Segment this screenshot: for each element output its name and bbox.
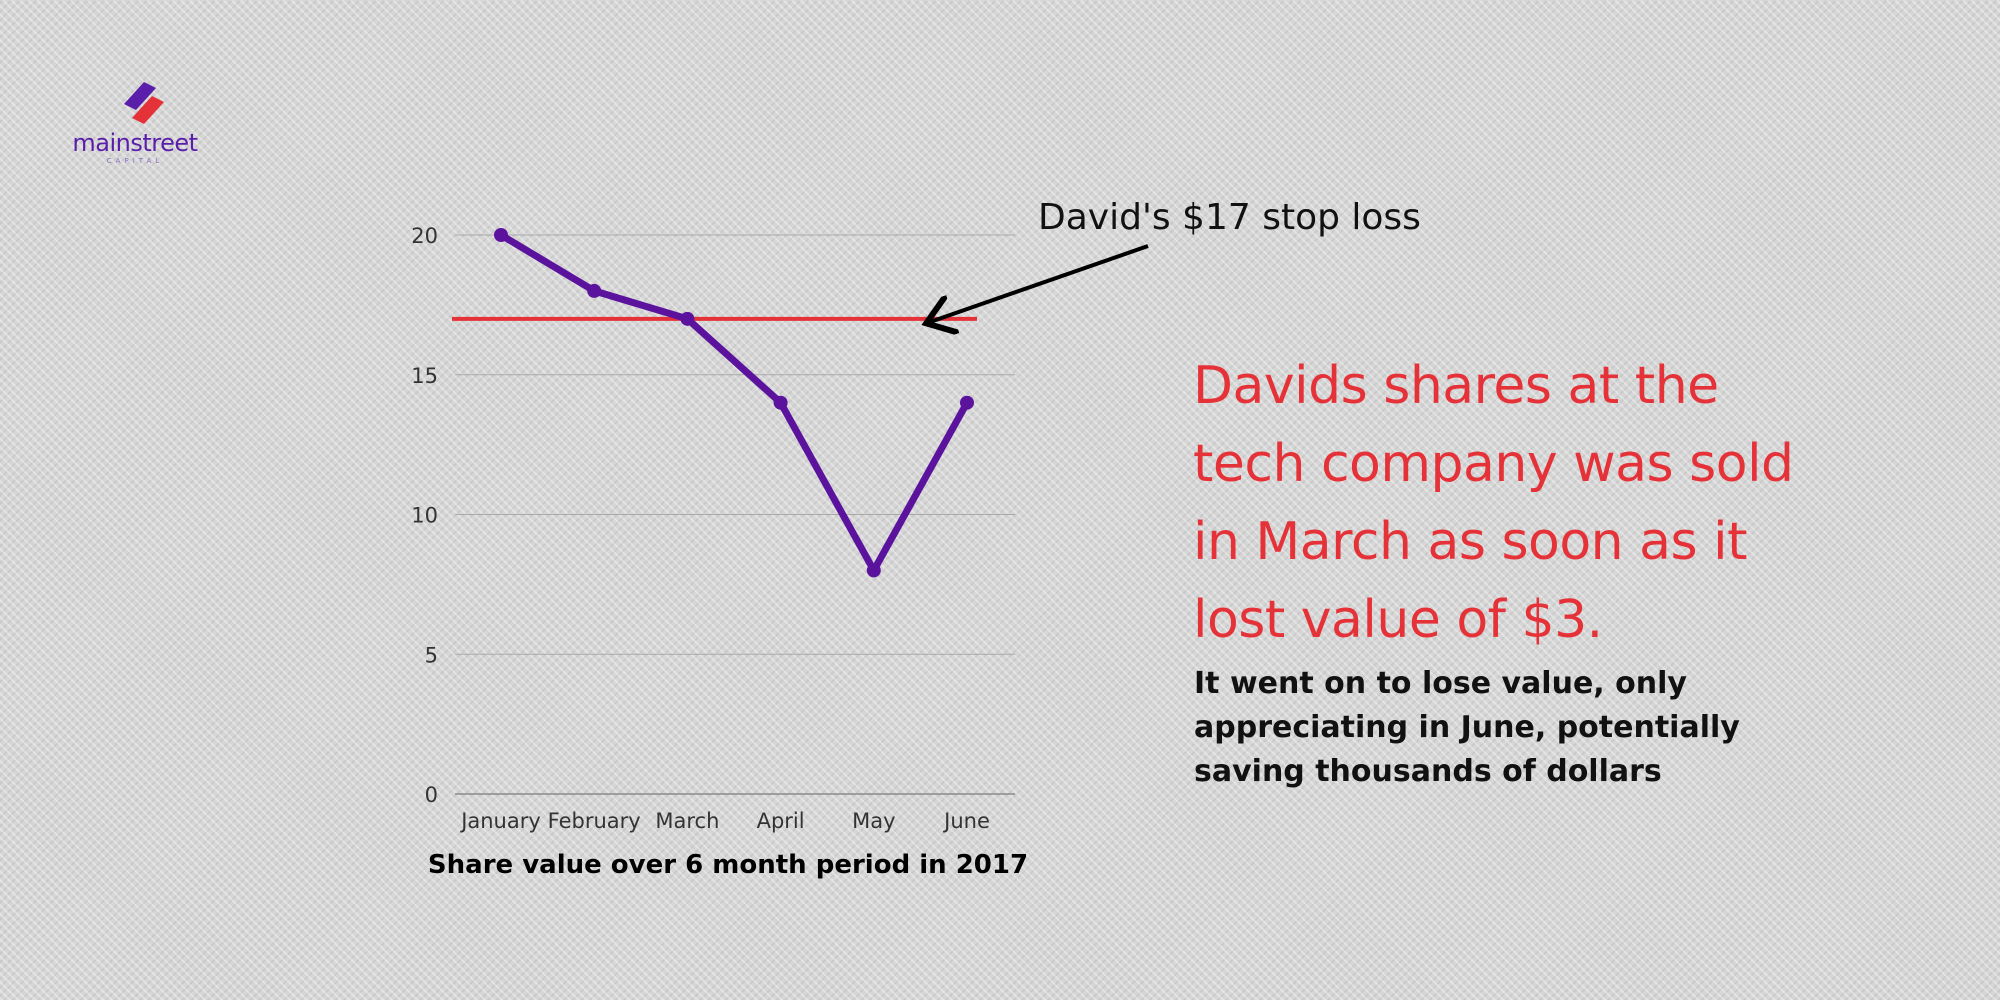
gridlines	[455, 234, 1015, 795]
data-point-march	[680, 311, 695, 326]
y-tick-label-15: 15	[411, 364, 438, 388]
data-point-january	[494, 228, 508, 242]
x-tick-label-january: January	[459, 809, 541, 833]
data-point-june	[960, 395, 974, 410]
x-tick-label-june: June	[942, 809, 990, 833]
x-tick-label-april: April	[757, 809, 805, 833]
logo-wordmark: mainstreet	[72, 129, 198, 157]
x-tick-label-february: February	[548, 809, 641, 833]
y-tick-label-0: 0	[425, 783, 438, 807]
y-axis-ticks: 0 5 10 15 20	[411, 224, 438, 807]
mainstreet-capital-logo: mainstreet CAPITAL	[70, 78, 200, 166]
x-axis-label: Share value over 6 month period in 2017	[428, 850, 1028, 880]
x-axis-ticks: January February March April May June	[459, 809, 990, 833]
annotation-arrow	[930, 244, 1149, 322]
x-tick-label-march: March	[655, 809, 719, 833]
y-tick-label-10: 10	[411, 504, 438, 528]
logo-tagline: CAPITAL	[106, 157, 164, 165]
stop-loss-annotation: David's $17 stop loss	[1038, 197, 1421, 238]
headline-text: Davids shares at the tech company was so…	[1193, 356, 1794, 650]
subtext: It went on to lose value, only appreciat…	[1194, 666, 1740, 789]
logo-mark-icon	[124, 82, 164, 124]
y-tick-label-5: 5	[425, 643, 438, 667]
x-tick-label-may: May	[852, 809, 895, 833]
data-points	[494, 228, 974, 578]
share-value-line	[497, 231, 971, 574]
data-point-may	[866, 563, 881, 578]
data-point-april	[773, 395, 788, 410]
y-tick-label-20: 20	[411, 224, 438, 248]
data-point-february	[587, 283, 602, 298]
